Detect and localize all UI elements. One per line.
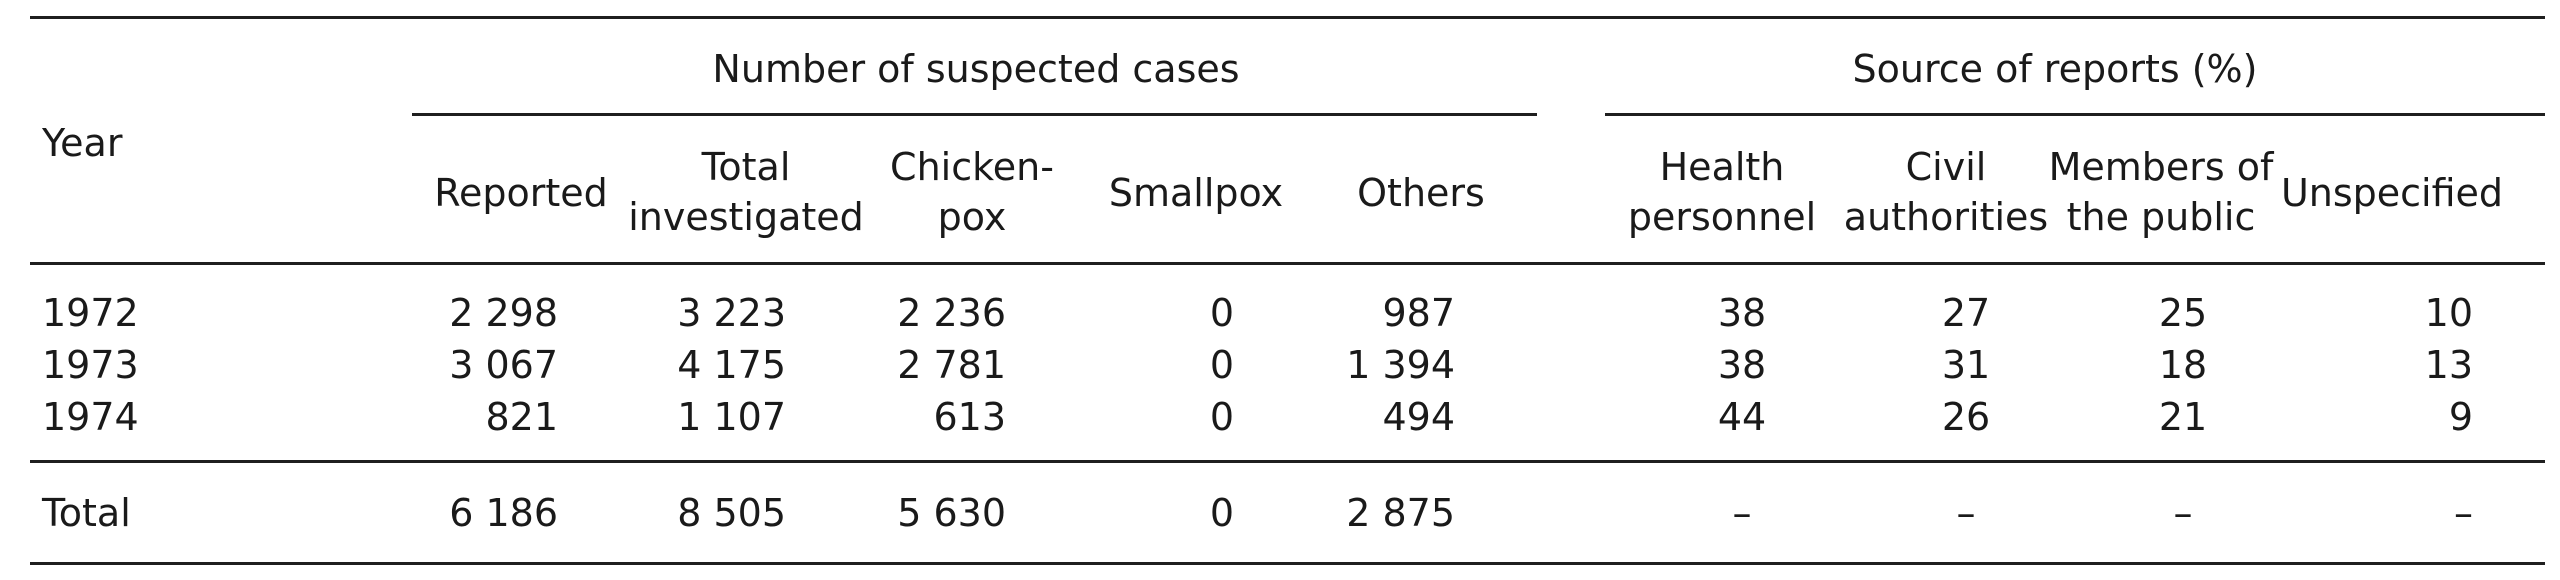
cell-members-public: 25 bbox=[2158, 291, 2208, 335]
total-unspecified: – bbox=[2454, 491, 2473, 535]
col-header-unspecified: Unspecified bbox=[2280, 171, 2504, 215]
cell-civil-authorities: 31 bbox=[1941, 343, 1991, 387]
cell-chickenpox: 613 bbox=[933, 395, 1006, 439]
cell-civil-authorities: 26 bbox=[1941, 395, 1991, 439]
col-header-civil-authorities-line2: authorities bbox=[1843, 195, 2049, 239]
col-header-health-personnel-line1: Health bbox=[1659, 145, 1785, 189]
cell-civil-authorities: 27 bbox=[1941, 291, 1991, 335]
cell-others: 494 bbox=[1382, 395, 1455, 439]
total-smallpox: 0 bbox=[1209, 491, 1235, 535]
col-header-health-personnel-line2: personnel bbox=[1627, 195, 1817, 239]
total-top-rule bbox=[30, 460, 2545, 463]
cell-smallpox: 0 bbox=[1209, 395, 1235, 439]
bottom-rule bbox=[30, 562, 2545, 565]
total-reported: 6 186 bbox=[449, 491, 558, 535]
cell-unspecified: 10 bbox=[2424, 291, 2473, 335]
sources-group-rule bbox=[1605, 113, 2545, 116]
header-bottom-rule bbox=[30, 262, 2545, 265]
cell-total-investigated: 1 107 bbox=[677, 395, 786, 439]
year-header: Year bbox=[42, 121, 123, 165]
cell-chickenpox: 2 236 bbox=[897, 291, 1006, 335]
row-year: 1974 bbox=[42, 395, 139, 439]
total-label: Total bbox=[42, 491, 131, 535]
col-header-chickenpox-line2: pox bbox=[937, 195, 1007, 239]
cell-smallpox: 0 bbox=[1209, 343, 1235, 387]
col-header-reported: Reported bbox=[434, 171, 608, 215]
cell-members-public: 18 bbox=[2158, 343, 2208, 387]
row-year: 1972 bbox=[42, 291, 139, 335]
sources-group-header: Source of reports (%) bbox=[1852, 47, 2258, 91]
cell-others: 987 bbox=[1382, 291, 1455, 335]
col-header-total-investigated-line2: investigated bbox=[628, 195, 864, 239]
cell-health-personnel: 38 bbox=[1717, 291, 1767, 335]
cell-unspecified: 13 bbox=[2424, 343, 2473, 387]
cell-unspecified: 9 bbox=[2448, 395, 2473, 439]
cell-health-personnel: 38 bbox=[1717, 343, 1767, 387]
col-header-smallpox: Smallpox bbox=[1108, 171, 1284, 215]
cell-members-public: 21 bbox=[2158, 395, 2208, 439]
col-header-total-investigated-line1: Total bbox=[701, 145, 791, 189]
total-others: 2 875 bbox=[1346, 491, 1455, 535]
cell-chickenpox: 2 781 bbox=[897, 343, 1006, 387]
cell-reported: 3 067 bbox=[449, 343, 558, 387]
cell-reported: 821 bbox=[485, 395, 558, 439]
cell-total-investigated: 4 175 bbox=[677, 343, 786, 387]
cell-smallpox: 0 bbox=[1209, 291, 1235, 335]
total-total-investigated: 8 505 bbox=[677, 491, 786, 535]
cell-health-personnel: 44 bbox=[1717, 395, 1767, 439]
cases-group-header: Number of suspected cases bbox=[712, 47, 1240, 91]
total-members-public: – bbox=[2173, 491, 2193, 535]
col-header-members-public-line2: the public bbox=[2066, 195, 2256, 239]
top-rule bbox=[30, 16, 2545, 19]
total-chickenpox: 5 630 bbox=[897, 491, 1006, 535]
cell-others: 1 394 bbox=[1346, 343, 1455, 387]
total-civil-authorities: – bbox=[1956, 491, 1976, 535]
cases-group-rule bbox=[412, 113, 1537, 116]
total-health-personnel: – bbox=[1732, 491, 1752, 535]
row-year: 1973 bbox=[42, 343, 139, 387]
col-header-others: Others bbox=[1357, 171, 1485, 215]
col-header-members-public-line1: Members of bbox=[2048, 145, 2274, 189]
col-header-civil-authorities-line1: Civil bbox=[1905, 145, 1987, 189]
cell-reported: 2 298 bbox=[449, 291, 558, 335]
cell-total-investigated: 3 223 bbox=[677, 291, 786, 335]
col-header-chickenpox-line1: Chicken- bbox=[890, 145, 1054, 189]
